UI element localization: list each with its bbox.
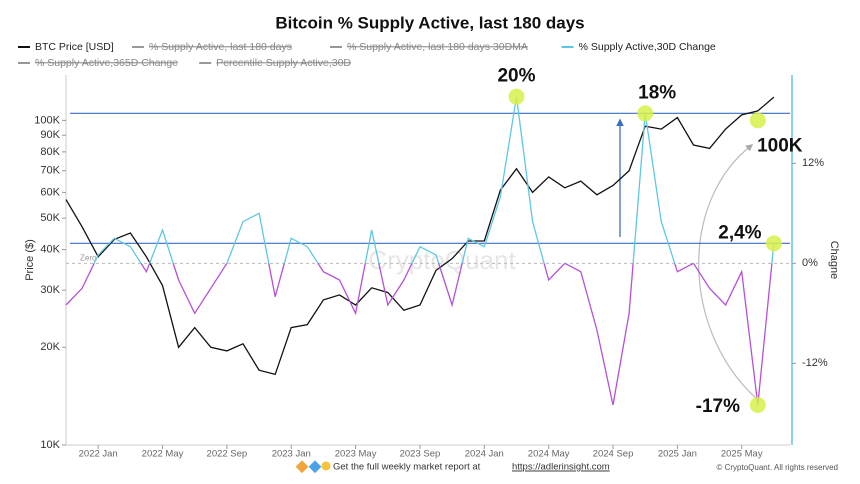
- x-tick-label: 2022 May: [142, 449, 184, 460]
- y-tick-label: 60K: [40, 186, 60, 198]
- zero-label: Zero: [80, 253, 97, 262]
- annotation: 100K: [757, 135, 803, 156]
- x-tick-label: 2022 Sep: [207, 449, 248, 460]
- y2-tick-label: -12%: [802, 357, 828, 369]
- legend-label: Percentile Supply Active,30D: [216, 57, 351, 69]
- y-tick-label: 80K: [40, 146, 60, 158]
- y-tick-label: 100K: [34, 114, 60, 126]
- legend-label: % Supply Active,365D Change: [35, 57, 178, 69]
- highlight: [765, 235, 782, 252]
- y-tick-label: 10K: [40, 439, 60, 451]
- x-tick-label: 2023 Sep: [400, 449, 441, 460]
- copyright: © CryptoQuant. All rights reserved: [717, 463, 839, 472]
- x-tick-label: 2025 Jan: [658, 449, 697, 460]
- highlight: [749, 112, 766, 129]
- y-tick-label: 30K: [40, 284, 60, 296]
- arrow: [698, 144, 759, 401]
- series-line: [65, 96, 775, 406]
- x-tick-label: 2024 Jan: [465, 449, 504, 460]
- legend-label: % Supply Active, last 180 days 30DMA: [347, 41, 528, 53]
- annotation: -17%: [696, 396, 740, 417]
- footer-text: Get the full weekly market report at: [333, 462, 481, 473]
- x-tick-label: 2022 Jan: [79, 449, 118, 460]
- y2-tick-label: 0%: [802, 257, 818, 269]
- icon: [308, 460, 322, 474]
- y-tick-label: 70K: [40, 165, 60, 177]
- legend-label: % Supply Active, last 180 days: [149, 41, 292, 53]
- y-tick-label: 50K: [40, 212, 60, 224]
- chart-title: Bitcoin % Supply Active, last 180 days: [275, 13, 584, 32]
- x-tick-label: 2024 Sep: [593, 449, 634, 460]
- footer-link[interactable]: https://adlerinsight.com: [512, 462, 610, 473]
- icon: [321, 461, 331, 471]
- y2-tick-label: 12%: [802, 157, 824, 169]
- x-tick-label: 2023 Jan: [272, 449, 311, 460]
- annotation: 2,4%: [718, 222, 761, 243]
- y-tick-label: 20K: [40, 341, 60, 353]
- annotation: 18%: [638, 82, 676, 103]
- y-tick-label: 90K: [40, 129, 60, 141]
- y-axis-title: Price ($): [24, 239, 36, 281]
- x-tick-label: 2024 May: [528, 449, 570, 460]
- x-tick-label: 2025 May: [721, 449, 763, 460]
- y-tick-label: 40K: [40, 243, 60, 255]
- legend-label: BTC Price [USD]: [35, 41, 114, 53]
- watermark: CryptoQuant: [368, 245, 516, 275]
- legend-label: % Supply Active,30D Change: [579, 41, 716, 53]
- highlight: [749, 397, 766, 413]
- highlight: [637, 105, 654, 122]
- icon: [295, 460, 309, 474]
- annotation: 20%: [497, 66, 535, 87]
- series-line: [65, 96, 775, 376]
- highlight: [508, 88, 525, 105]
- y2-axis-title: Chagne: [828, 241, 840, 280]
- x-tick-label: 2023 May: [335, 449, 377, 460]
